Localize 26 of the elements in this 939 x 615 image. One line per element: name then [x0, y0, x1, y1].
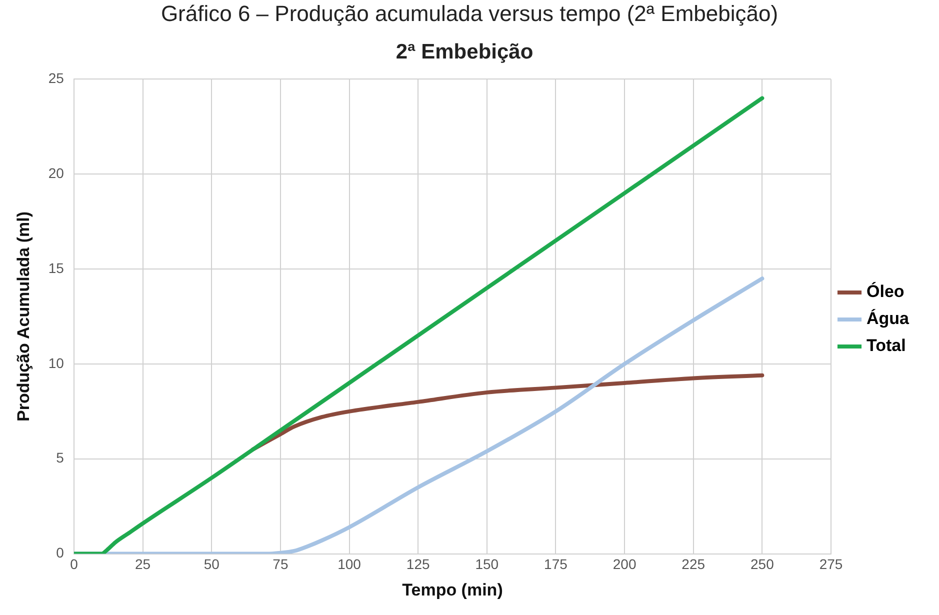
y-tick-label: 20 — [48, 164, 64, 181]
text: Gráfico 6 – Produção acumulada versus tempo (2ª Embebição) — [160, 1, 778, 26]
y-tick-label: 15 — [48, 260, 64, 276]
x-tick-label: 175 — [544, 556, 568, 572]
y-tick-label: 5 — [56, 450, 64, 466]
x-tick-label: 25 — [135, 556, 151, 572]
x-axis-title: Tempo (min) — [402, 580, 503, 600]
x-tick-label: 100 — [338, 556, 362, 572]
x-tick-label: 200 — [612, 556, 636, 572]
x-tick-label: 250 — [750, 556, 774, 572]
legend-label: Água — [866, 308, 910, 328]
line-series — [74, 96, 764, 554]
legend-label: Óleo — [866, 281, 904, 302]
chart-title: 2ª Embebição — [396, 40, 534, 64]
y-axis-title: Produção Acumulada (ml) — [14, 211, 33, 422]
x-tick-label: 150 — [475, 556, 499, 572]
x-tick-label: 125 — [406, 556, 430, 572]
x-tick-label: 75 — [272, 556, 288, 572]
x-tick-label: 225 — [682, 556, 706, 572]
y-tick-label: 10 — [48, 354, 64, 371]
x-tick-label: 0 — [70, 556, 78, 572]
y-tick-label: 0 — [56, 544, 64, 561]
x-tick-label: 50 — [204, 556, 220, 572]
legend-label: Total — [866, 336, 906, 356]
y-tick-label: 25 — [48, 70, 64, 86]
x-tick-label: 275 — [819, 556, 843, 572]
